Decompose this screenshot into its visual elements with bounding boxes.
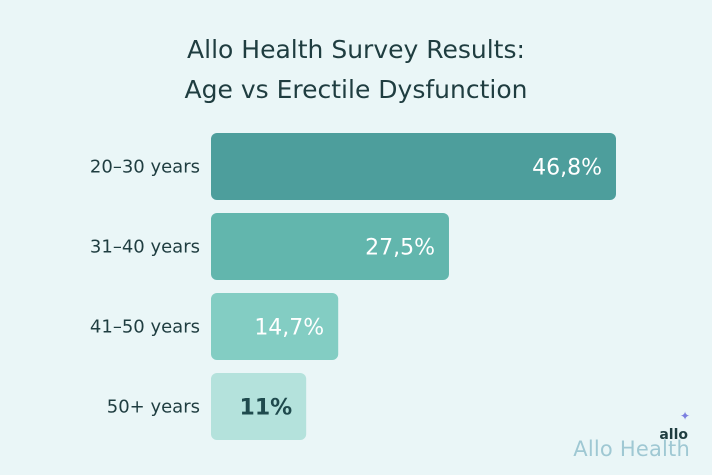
- value-label-3: 14,7%: [254, 316, 324, 341]
- category-label-2: 31–40 years: [90, 237, 200, 258]
- value-label-4: 11%: [240, 396, 293, 421]
- value-label-1: 46,8%: [532, 156, 602, 181]
- category-label-3: 41–50 years: [90, 317, 200, 338]
- chart-title: Allo Health Survey Results: Age vs Erect…: [0, 30, 712, 110]
- category-label-4: 50+ years: [107, 397, 200, 418]
- sparkle-icon: ✦: [679, 409, 690, 423]
- bar-3: [211, 293, 339, 360]
- brand-logo: allo: [659, 427, 688, 443]
- bar-2: [211, 213, 449, 280]
- chart-title-line-1: Allo Health Survey Results:: [187, 35, 525, 64]
- bar-4: [211, 373, 307, 440]
- value-label-2: 27,5%: [365, 236, 435, 261]
- chart-title-line-2: Age vs Erectile Dysfunction: [184, 75, 528, 104]
- bar-1: [211, 133, 616, 200]
- brand-watermark: Allo Health: [573, 437, 690, 461]
- category-label-1: 20–30 years: [90, 157, 200, 178]
